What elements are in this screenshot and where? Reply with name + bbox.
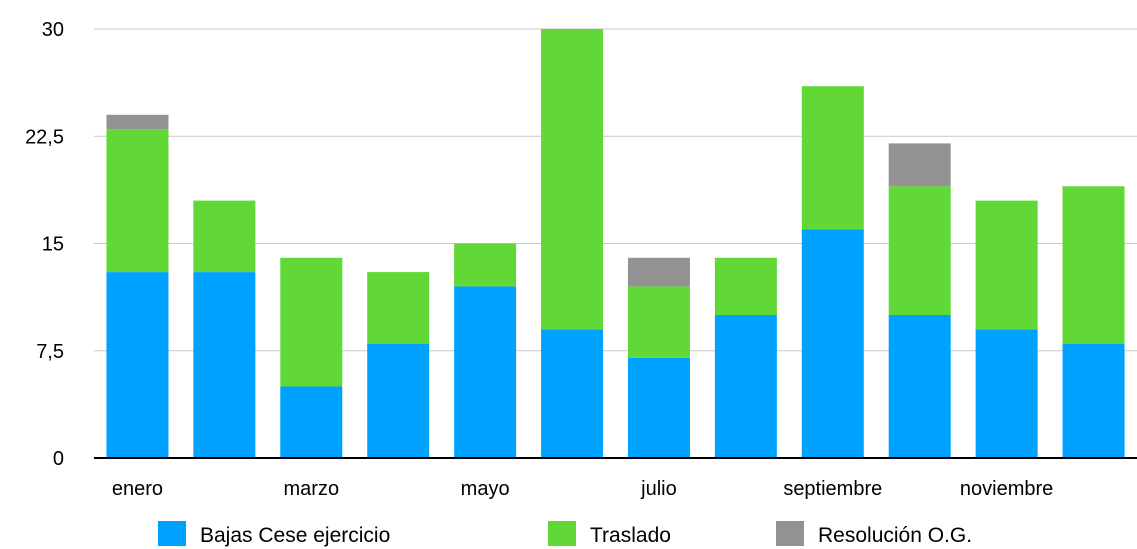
bar-segment bbox=[193, 272, 256, 458]
bar-segment bbox=[541, 29, 604, 330]
bars bbox=[106, 29, 1125, 458]
bar-segment bbox=[541, 329, 604, 458]
x-axis-tick-labels: enero marzo mayo julio septiembre noviembre bbox=[112, 478, 1053, 500]
bar-segment bbox=[714, 257, 777, 315]
bar-segment bbox=[193, 200, 256, 273]
bar-segment bbox=[454, 286, 517, 458]
bar-segment bbox=[280, 386, 343, 458]
bar-segment bbox=[888, 315, 951, 458]
x-tick-label: noviembre bbox=[960, 478, 1053, 500]
bar-segment bbox=[1062, 343, 1125, 458]
bar-segment bbox=[367, 343, 430, 458]
bar-segment bbox=[454, 243, 517, 287]
x-tick-label: marzo bbox=[284, 478, 340, 500]
legend: Bajas Cese ejercicio Traslado Resolución O… bbox=[158, 521, 972, 547]
y-tick-label: 22,5 bbox=[25, 126, 64, 148]
bar-segment bbox=[627, 257, 690, 287]
legend-label: Bajas Cese ejercicio bbox=[200, 524, 390, 547]
bar-segment bbox=[714, 315, 777, 458]
legend-swatch bbox=[776, 521, 804, 546]
legend-swatch bbox=[548, 521, 576, 546]
bar-segment bbox=[106, 114, 169, 130]
y-tick-label: 30 bbox=[42, 19, 64, 41]
legend-label: Resolución O.G. bbox=[818, 524, 972, 547]
y-axis-tick-labels: 0 7,5 15 22,5 30 bbox=[25, 19, 64, 470]
legend-swatch bbox=[158, 521, 186, 546]
x-tick-label: septiembre bbox=[783, 478, 882, 500]
legend-label: Traslado bbox=[590, 524, 671, 547]
bar-segment bbox=[1062, 186, 1125, 344]
y-tick-label: 15 bbox=[42, 234, 64, 256]
bar-segment bbox=[975, 200, 1038, 330]
bar-segment bbox=[888, 143, 951, 187]
bar-segment bbox=[280, 257, 343, 387]
bar-segment bbox=[367, 272, 430, 344]
bar-segment bbox=[627, 357, 690, 458]
x-tick-label: julio bbox=[640, 478, 677, 500]
bar-segment bbox=[888, 186, 951, 315]
y-tick-label: 7,5 bbox=[36, 341, 64, 363]
bar-segment bbox=[975, 329, 1038, 458]
bar-segment bbox=[801, 86, 864, 230]
gridlines bbox=[94, 28, 1137, 352]
bar-segment bbox=[106, 272, 169, 458]
x-tick-label: mayo bbox=[461, 478, 510, 500]
y-tick-label: 0 bbox=[53, 448, 64, 470]
bar-segment bbox=[627, 286, 690, 358]
bar-segment bbox=[106, 129, 169, 273]
bar-segment bbox=[801, 229, 864, 458]
x-tick-label: enero bbox=[112, 478, 163, 500]
